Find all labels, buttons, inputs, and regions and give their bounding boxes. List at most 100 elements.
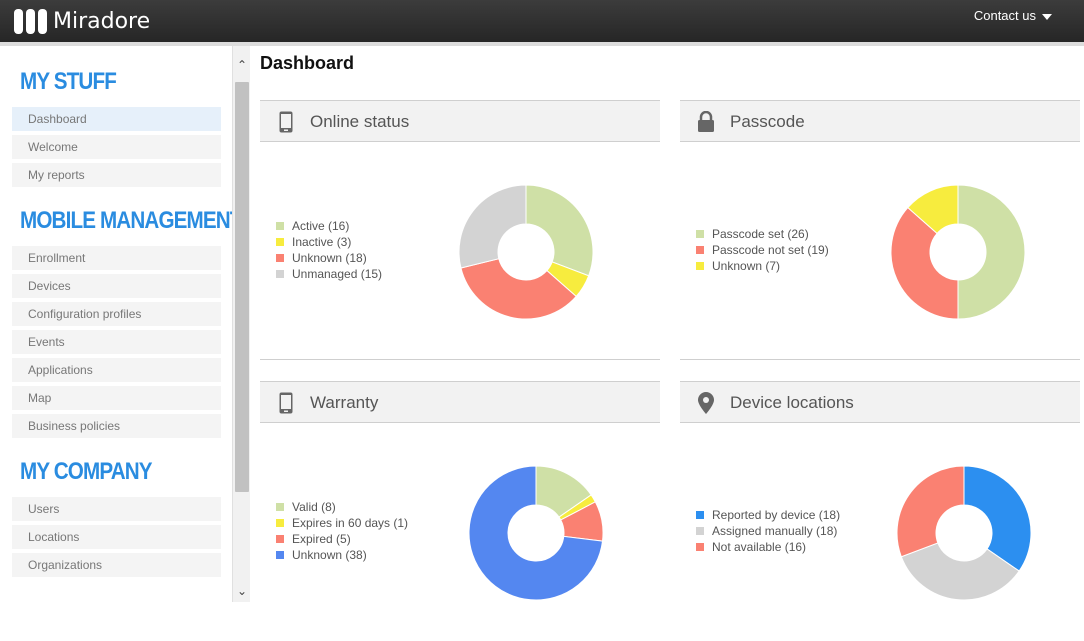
legend-label: Valid (8) <box>292 500 336 514</box>
page-title: Dashboard <box>260 53 355 73</box>
widget-header: Device locations <box>680 381 1080 423</box>
legend-swatch <box>696 230 704 238</box>
legend-item-unknown: Unknown (7) <box>696 258 829 274</box>
legend-label: Expires in 60 days (1) <box>292 516 409 530</box>
legend-swatch <box>276 270 284 278</box>
sidebar-item-welcome[interactable]: Welcome <box>12 135 221 159</box>
legend-swatch <box>276 503 284 511</box>
legend-label: Unmanaged (15) <box>292 267 383 281</box>
caret-down-icon <box>1042 13 1052 20</box>
legend-label: Active (16) <box>292 219 350 233</box>
widget-title: Warranty <box>310 393 379 412</box>
contact-us-label: Contact us <box>973 8 1036 23</box>
chart-legend: Active (16) Inactive (3) Unknown (18) Un… <box>276 218 382 282</box>
widget-warranty: Warranty Valid (8) Expires in 60 days (1… <box>260 381 660 641</box>
legend-label: Passcode set (26) <box>712 227 809 241</box>
legend-item-unknown: Unknown (18) <box>276 250 382 266</box>
donut-slice-2[interactable] <box>460 258 577 320</box>
legend-swatch <box>696 543 704 551</box>
sidebar-item-my-reports[interactable]: My reports <box>12 163 221 187</box>
donut-slice-2[interactable] <box>896 465 965 558</box>
legend-item-passcode-not-set: Passcode not set (19) <box>696 242 829 258</box>
sidebar-item-enrollment[interactable]: Enrollment <box>12 246 221 270</box>
sidebar-item-devices[interactable]: Devices <box>12 274 221 298</box>
widget-passcode: Passcode Passcode set (26) Passcode not … <box>680 100 1080 360</box>
legend-item-expired: Expired (5) <box>276 531 408 547</box>
sidebar: MY STUFF Dashboard Welcome My reports MO… <box>0 46 250 602</box>
widget-header: Passcode <box>680 100 1080 142</box>
legend-item-valid: Valid (8) <box>276 499 408 515</box>
legend-item-not-available: Not available (16) <box>696 539 840 555</box>
widget-title: Device locations <box>730 393 854 412</box>
device-locations-donut-chart[interactable] <box>894 463 1034 603</box>
donut-slice-3[interactable] <box>458 184 527 269</box>
scrollbar-thumb[interactable] <box>235 82 249 492</box>
scroll-up-icon[interactable]: ⌃ <box>236 58 248 72</box>
donut-slice-3[interactable] <box>468 465 604 601</box>
legend-swatch <box>696 511 704 519</box>
widget-title: Online status <box>310 112 410 131</box>
widget-header: Warranty <box>260 381 660 423</box>
legend-label: Unknown (18) <box>292 251 367 265</box>
legend-label: Assigned manually (18) <box>712 524 838 538</box>
chart-legend: Reported by device (18) Assigned manuall… <box>696 507 840 555</box>
legend-label: Unknown (7) <box>712 259 781 273</box>
donut-slice-0[interactable] <box>963 465 1032 572</box>
legend-swatch <box>696 527 704 535</box>
widget-divider <box>260 359 660 360</box>
legend-item-unknown: Unknown (38) <box>276 547 408 563</box>
widget-title: Passcode <box>730 112 805 131</box>
top-divider <box>0 42 1084 46</box>
phone-icon <box>276 111 296 133</box>
logo-text: Miradore <box>53 8 151 34</box>
legend-item-reported-by-device: Reported by device (18) <box>696 507 840 523</box>
sidebar-item-dashboard[interactable]: Dashboard <box>12 107 221 131</box>
sidebar-item-business-policies[interactable]: Business policies <box>12 414 221 438</box>
legend-label: Expired (5) <box>292 532 351 546</box>
legend-swatch <box>276 535 284 543</box>
widget-divider <box>680 359 1080 360</box>
sidebar-item-configuration-profiles[interactable]: Configuration profiles <box>12 302 221 326</box>
section-title-mobile-management: MOBILE MANAGEMENT <box>20 207 242 234</box>
legend-label: Inactive (3) <box>292 235 352 249</box>
widget-header: Online status <box>260 100 660 142</box>
miradore-logo[interactable]: Miradore <box>14 5 150 37</box>
donut-slice-0[interactable] <box>525 184 594 277</box>
legend-swatch <box>276 254 284 262</box>
sidebar-item-events[interactable]: Events <box>12 330 221 354</box>
lock-icon <box>696 111 716 133</box>
legend-swatch <box>276 238 284 246</box>
passcode-donut-chart[interactable] <box>888 182 1028 322</box>
map-pin-icon <box>696 392 716 414</box>
legend-item-inactive: Inactive (3) <box>276 234 382 250</box>
legend-item-passcode-set: Passcode set (26) <box>696 226 829 242</box>
legend-label: Unknown (38) <box>292 548 367 562</box>
sidebar-item-applications[interactable]: Applications <box>12 358 221 382</box>
top-bar: Miradore Contact us <box>0 0 1084 42</box>
donut-slice-0[interactable] <box>957 184 1026 320</box>
sidebar-scrollbar[interactable]: ⌃ ⌄ <box>232 46 250 602</box>
sidebar-item-organizations[interactable]: Organizations <box>12 553 221 577</box>
legend-swatch <box>276 551 284 559</box>
legend-swatch <box>696 262 704 270</box>
phone-icon <box>276 392 296 414</box>
legend-label: Passcode not set (19) <box>712 243 829 257</box>
legend-swatch <box>696 246 704 254</box>
section-title-my-company: MY COMPANY <box>20 458 153 485</box>
chart-legend: Passcode set (26) Passcode not set (19) … <box>696 226 829 274</box>
contact-us-menu[interactable]: Contact us <box>974 8 1052 23</box>
online-status-donut-chart[interactable] <box>456 182 596 322</box>
scroll-down-icon[interactable]: ⌄ <box>236 584 248 598</box>
donut-slice-1[interactable] <box>890 206 959 320</box>
widget-device-locations: Device locations Reported by device (18)… <box>680 381 1080 641</box>
donut-slice-2[interactable] <box>907 184 959 235</box>
sidebar-item-users[interactable]: Users <box>12 497 221 521</box>
legend-label: Not available (16) <box>712 540 807 554</box>
legend-swatch <box>276 222 284 230</box>
warranty-donut-chart[interactable] <box>466 463 606 603</box>
sidebar-item-map[interactable]: Map <box>12 386 221 410</box>
chart-legend: Valid (8) Expires in 60 days (1) Expired… <box>276 499 408 563</box>
donut-slice-1[interactable] <box>900 542 1020 601</box>
legend-label: Reported by device (18) <box>712 508 841 522</box>
sidebar-item-locations[interactable]: Locations <box>12 525 221 549</box>
